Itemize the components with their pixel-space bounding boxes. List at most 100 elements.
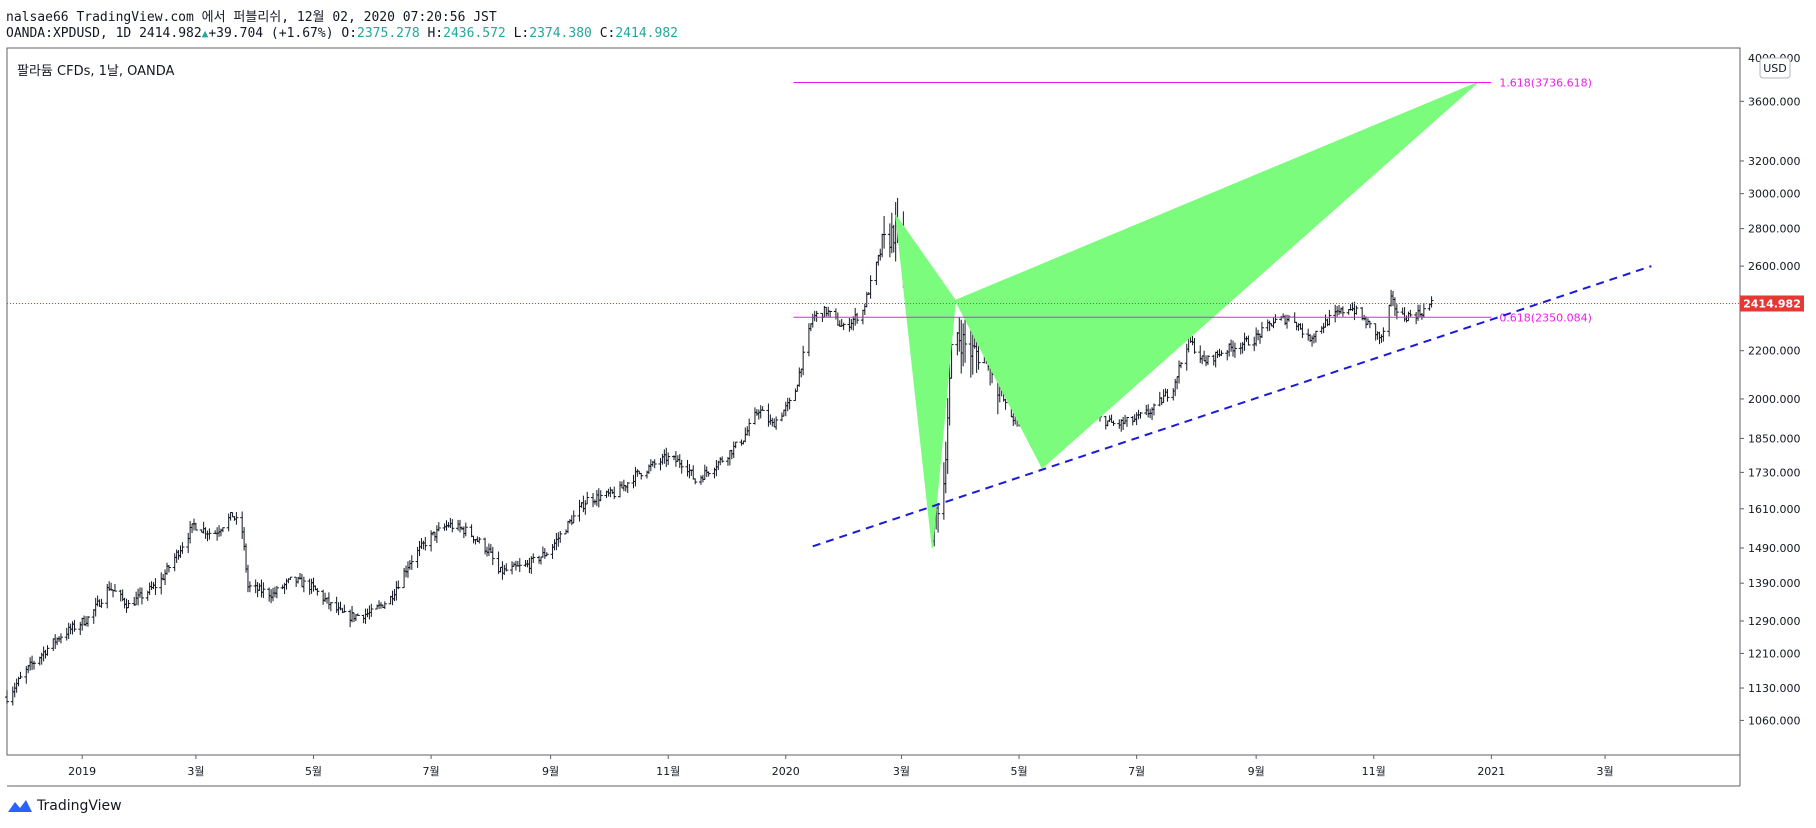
ohlc-bar — [1404, 315, 1409, 323]
ohlc-bar — [1429, 296, 1434, 308]
ohlc-bar — [191, 518, 196, 531]
ohlc-bar — [405, 561, 410, 578]
ohlc-bar — [301, 576, 306, 593]
ohlc-bar — [1238, 342, 1243, 355]
ohlc-bar — [31, 660, 36, 670]
ohlc-bar — [685, 459, 690, 477]
open-value: 2375.278 — [357, 26, 420, 41]
ohlc-bar — [1202, 350, 1207, 362]
ohlc-bar — [733, 441, 738, 449]
pattern-triangle-xab[interactable] — [895, 214, 956, 549]
ohlc-bar — [334, 596, 339, 613]
y-tick-label: 2600.000 — [1748, 260, 1801, 273]
ohlc-bar — [567, 519, 572, 524]
ohlc-bar — [1373, 323, 1378, 341]
harmonic-pattern[interactable] — [895, 81, 1479, 549]
ohlc-bar — [1205, 355, 1210, 365]
ohlc-bar — [810, 313, 815, 328]
ohlc-bar — [801, 345, 806, 376]
ohlc-bar — [1311, 333, 1316, 344]
ohlc-bar — [720, 456, 725, 463]
ohlc-bar — [28, 657, 33, 671]
trendline-group[interactable] — [812, 265, 1652, 548]
ohlc-bar — [608, 486, 613, 498]
ohlc-bar — [945, 398, 950, 474]
ohlc-bar — [887, 223, 892, 258]
ohlc-bar — [774, 416, 779, 430]
fib-levels[interactable]: 1.618(3736.618) 0.618(2350.084) — [793, 76, 1592, 324]
ohlc-bar — [1211, 354, 1216, 366]
ohlc-bar — [321, 589, 326, 605]
ohlc-bar — [556, 532, 561, 547]
ohlc-bar — [172, 553, 177, 572]
ohlc-bar — [272, 586, 277, 598]
ohlc-bar — [704, 466, 709, 477]
y-tick-label: 1060.000 — [1748, 714, 1801, 727]
ohlc-bar — [97, 599, 102, 607]
ohlc-bar — [12, 682, 17, 698]
ohlc-bar — [193, 522, 198, 531]
ohlc-bar — [215, 527, 220, 541]
ohlc-bar — [1107, 415, 1112, 423]
ohlc-bar — [658, 458, 663, 471]
y-tick-label: 2200.000 — [1748, 345, 1801, 358]
ohlc-bar — [178, 545, 183, 558]
ohlc-bar — [594, 490, 599, 507]
currency-badge[interactable]: USD — [1759, 57, 1791, 79]
ohlc-bar — [448, 517, 453, 528]
ohlc-bar — [1132, 414, 1137, 422]
ohlc-bar — [1198, 345, 1203, 364]
ohlc-bar — [299, 573, 304, 588]
ohlc-bar — [1232, 342, 1237, 358]
y-tick-label: 2000.000 — [1748, 393, 1801, 406]
ohlc-bar — [1175, 376, 1180, 390]
ohlc-bar — [463, 522, 468, 537]
x-tick-label: 3월 — [1596, 765, 1613, 778]
ohlc-bar — [835, 312, 840, 326]
publish-info: nalsae66 TradingView.com 에서 퍼블리쉬, 12월 02… — [6, 10, 497, 25]
ohlc-bar — [1279, 315, 1284, 321]
ohlc-bar — [635, 469, 640, 477]
price-axis[interactable]: 3600.000 3200.000 3000.000 2800.000 2600.000… — [1740, 52, 1801, 727]
ohlc-bar — [1217, 348, 1222, 357]
ohlc-bar — [1323, 314, 1328, 328]
ohlc-bar — [326, 592, 331, 610]
ohlc-bar — [760, 406, 765, 411]
ohlc-bar — [787, 397, 792, 410]
ohlc-bar — [554, 532, 559, 551]
ohlc-bar — [1319, 326, 1324, 334]
ohlc-bar — [342, 604, 347, 613]
support-trendline[interactable] — [812, 265, 1652, 548]
x-tick-label: 2020 — [772, 765, 800, 778]
ohlc-bar — [240, 511, 245, 539]
tradingview-brand[interactable]: TradingView — [7, 797, 122, 815]
ohlc-bar — [348, 609, 353, 628]
ohlc-bar — [847, 317, 852, 332]
ohlc-bar — [1259, 321, 1264, 339]
ohlc-bar — [1273, 314, 1278, 324]
ohlc-bar — [673, 451, 678, 467]
ohlc-bar — [1003, 398, 1008, 410]
ohlc-bar — [756, 409, 761, 420]
ohlc-bar — [458, 519, 463, 533]
ohlc-bar — [203, 527, 208, 539]
ohlc-bar — [517, 558, 522, 573]
chart-frame — [6, 47, 1741, 756]
ohlc-bar — [66, 622, 71, 639]
ohlc-bar — [1256, 329, 1261, 341]
ohlc-bar — [136, 588, 141, 606]
ohlc-bar — [255, 582, 260, 598]
ohlc-bar — [365, 608, 370, 618]
ohlc-bar — [612, 486, 617, 500]
low-label: L: — [513, 26, 530, 41]
pattern-triangle-bcd[interactable] — [954, 81, 1479, 469]
ohlc-bar — [70, 621, 75, 635]
x-tick-label: 2019 — [68, 765, 96, 778]
ohlc-bar — [1354, 305, 1359, 315]
y-tick-label: 3200.000 — [1748, 155, 1801, 168]
ohlc-bar — [315, 587, 320, 596]
time-axis[interactable]: 2019 3월 5월 7월 9월 11월 2020 3월 5월 7월 9월 11월 2021 3월 — [68, 755, 1614, 778]
ohlc-bar — [1419, 312, 1424, 320]
ohlc-bar — [80, 617, 85, 631]
